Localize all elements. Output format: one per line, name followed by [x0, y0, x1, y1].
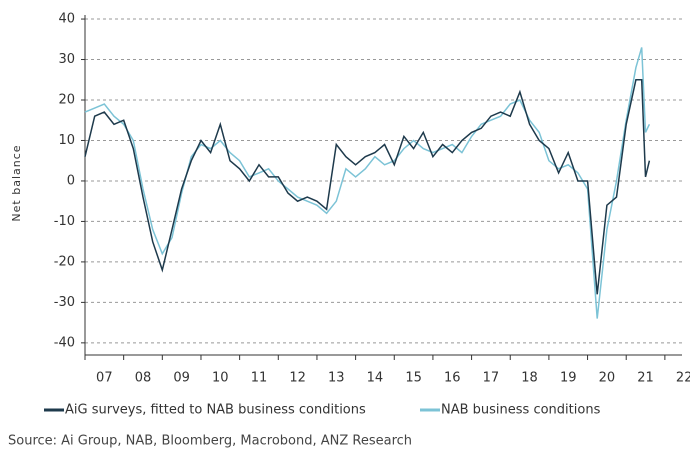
- x-tick-label: 12: [289, 371, 306, 386]
- legend-label: AiG surveys, fitted to NAB business cond…: [65, 403, 366, 418]
- y-tick-label: 30: [58, 52, 75, 67]
- x-tick-label: 16: [444, 371, 461, 386]
- x-tick-label: 15: [405, 371, 422, 386]
- y-axis-label: Net balance: [10, 144, 23, 221]
- y-tick-label: 20: [58, 93, 75, 108]
- x-tick-label: 21: [637, 371, 654, 386]
- x-tick-label: 19: [560, 371, 577, 386]
- y-tick-label: 40: [58, 12, 75, 27]
- source-note: Source: Ai Group, NAB, Bloomberg, Macrob…: [8, 434, 412, 449]
- x-tick-label: 17: [483, 371, 500, 386]
- x-tick-label: 11: [251, 371, 268, 386]
- y-tick-label: -40: [54, 335, 75, 350]
- series-line: [84, 79, 651, 295]
- x-tick-label: 18: [521, 371, 538, 386]
- y-tick-label: 10: [58, 133, 75, 148]
- legend-label: NAB business conditions: [441, 403, 601, 418]
- y-tick-label: -30: [54, 295, 75, 310]
- series-line: [84, 47, 651, 319]
- x-tick-label: 10: [212, 371, 229, 386]
- y-tick-label: 0: [67, 173, 75, 188]
- x-tick-label: 22: [676, 371, 690, 386]
- x-tick-label: 09: [173, 371, 190, 386]
- y-tick-label: -10: [54, 214, 75, 229]
- x-tick-label: 07: [96, 371, 113, 386]
- x-tick-label: 08: [135, 371, 152, 386]
- x-tick-label: 14: [367, 371, 384, 386]
- y-tick-label: -20: [54, 254, 75, 269]
- x-tick-label: 20: [599, 371, 616, 386]
- x-tick-label: 13: [328, 371, 345, 386]
